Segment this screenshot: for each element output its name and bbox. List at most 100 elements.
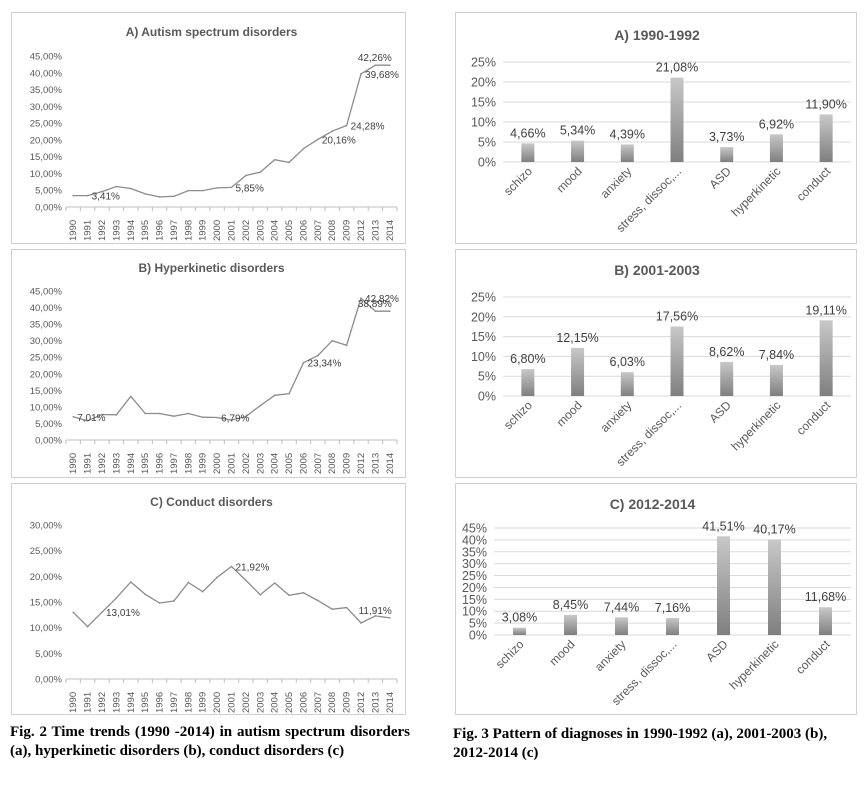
bar: [571, 347, 585, 396]
data-point: [115, 185, 118, 188]
y-tick-label: 15,00%: [30, 386, 63, 397]
data-point: [273, 158, 276, 161]
category-label: schizo: [501, 398, 535, 432]
x-tick-label: 1998: [183, 692, 194, 713]
category-label: schizo: [501, 164, 535, 198]
x-tick-label: 2003: [255, 692, 266, 713]
x-tick-label: 2007: [313, 453, 324, 474]
chart-title: C) Conduct disorders: [150, 495, 273, 509]
data-point: [259, 404, 262, 407]
data-label: 42,26%: [358, 53, 392, 64]
x-tick-label: 1992: [97, 220, 108, 241]
data-point: [230, 565, 233, 568]
x-tick-label: 2009: [342, 453, 353, 474]
data-label: 23,34%: [307, 359, 341, 370]
bar: [571, 140, 585, 162]
data-point: [389, 64, 391, 66]
data-label: 12,15%: [556, 331, 598, 345]
x-tick-label: 2008: [327, 220, 338, 241]
category-label: schizo: [493, 637, 527, 671]
bar: [615, 617, 628, 635]
data-point: [230, 419, 233, 421]
y-tick-label: 0,00%: [35, 203, 62, 214]
y-tick-label: 0%: [478, 390, 496, 404]
data-label: 38,89%: [358, 299, 392, 310]
x-tick-label: 2013: [370, 692, 381, 713]
y-tick-label: 35,00%: [30, 320, 63, 331]
y-tick-label: 0,00%: [35, 436, 62, 447]
bar: [666, 617, 679, 635]
x-tick-label: 2002: [241, 220, 252, 241]
x-tick-label: 1995: [140, 692, 151, 713]
y-tick-label: 45,00%: [30, 287, 63, 298]
y-tick-label: 15%: [471, 330, 496, 344]
data-point: [129, 395, 132, 398]
data-label: 4,39%: [610, 127, 645, 141]
y-tick-label: 0%: [469, 629, 487, 643]
chart-title: B) 2001-2003: [614, 262, 700, 278]
data-point: [101, 611, 103, 614]
x-tick-label: 2008: [327, 453, 338, 474]
x-tick-label: 2006: [298, 453, 309, 474]
category-label: anxiety: [598, 398, 635, 435]
x-tick-label: 2006: [298, 220, 309, 241]
bar: [670, 77, 684, 162]
y-tick-label: 25,00%: [30, 119, 63, 130]
data-point: [158, 196, 161, 198]
x-tick-label: 1994: [126, 453, 137, 474]
bar: [769, 134, 783, 162]
bar-chart-2001-2003: B) 2001-2003 0% 5% 10% 15% 20% 25% 6,80% 12,15% 6…: [455, 249, 857, 478]
y-tick-label: 20%: [471, 76, 496, 90]
line-chart-hyperkinetic: B) Hyperkinetic disorders 0,00% 5,00% 10,00…: [11, 249, 406, 478]
y-tick-label: 30%: [462, 557, 487, 571]
category-label: hyperkinetic: [728, 398, 783, 453]
chart-title: A) 1990-1992: [614, 27, 700, 43]
x-tick-label: 1999: [198, 453, 209, 474]
data-point: [115, 414, 118, 416]
data-label: 8,62%: [709, 345, 744, 359]
data-point: [187, 189, 190, 192]
y-tick-label: 0%: [478, 156, 496, 170]
category-label: ASD: [703, 637, 731, 665]
data-point: [86, 419, 89, 422]
bar: [521, 143, 535, 162]
x-tick-label: 2003: [255, 453, 266, 474]
x-tick-label: 1996: [155, 220, 166, 241]
data-label: 7,01%: [77, 413, 105, 424]
x-tick-label: 2014: [385, 220, 396, 241]
x-tick-label: 2006: [298, 692, 309, 713]
y-tick-label: 30,00%: [30, 336, 63, 347]
y-tick-label: 40%: [462, 533, 487, 547]
x-tick-label: 2005: [284, 220, 295, 241]
data-point: [273, 582, 276, 584]
bar: [564, 614, 577, 635]
data-point: [144, 593, 146, 596]
data-point: [144, 193, 146, 195]
x-tick-label: 2002: [241, 692, 252, 713]
data-point: [129, 581, 132, 583]
data-point: [230, 186, 233, 189]
chart-title: B) Hyperkinetic disorders: [138, 261, 284, 275]
x-tick-label: 1992: [97, 453, 108, 474]
bar: [819, 320, 833, 396]
data-label: 41,51%: [702, 519, 744, 533]
y-tick-label: 10%: [471, 116, 496, 130]
data-point: [173, 195, 175, 198]
data-point: [302, 591, 305, 594]
data-point: [302, 147, 305, 150]
x-tick-label: 2002: [241, 453, 252, 474]
data-point: [360, 297, 362, 300]
x-tick-label: 1996: [155, 692, 166, 713]
x-tick-label: 1993: [111, 220, 122, 241]
category-label: conduct: [794, 398, 834, 438]
y-tick-label: 10%: [462, 605, 487, 619]
data-point: [345, 344, 348, 347]
y-tick-label: 30,00%: [30, 521, 63, 532]
data-point: [360, 622, 362, 624]
y-tick-label: 25%: [471, 56, 496, 70]
data-label: 21,92%: [236, 562, 270, 573]
category-label: conduct: [794, 164, 834, 204]
data-point: [173, 600, 175, 602]
data-point: [259, 171, 262, 173]
x-tick-label: 2007: [313, 220, 324, 241]
